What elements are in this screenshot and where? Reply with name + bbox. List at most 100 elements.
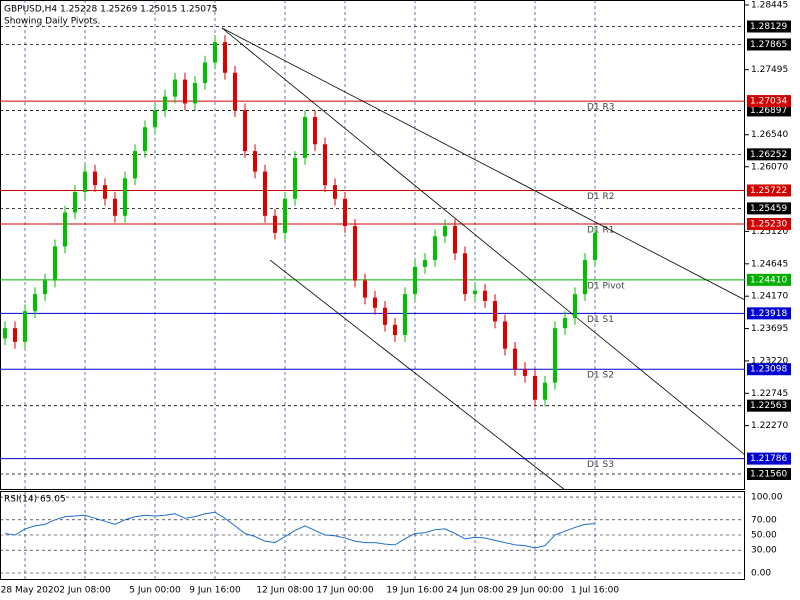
candle-body [183,79,187,104]
price-box-label: 1.26252 [750,150,787,160]
candle-body [353,226,357,281]
trend-line [221,27,745,456]
price-box [747,20,791,33]
candle-body [263,171,267,216]
candle-body [453,226,457,254]
pivot-name: D1 R1 [587,225,615,235]
x-tick-label: 17 Jun 00:00 [316,586,373,596]
chart-subtitle: Showing Daily Pivots. [4,17,100,27]
candle-body [583,260,587,295]
candle-body [473,290,477,295]
candle-body [573,294,577,318]
candle-body [43,280,47,295]
candle-body [63,212,67,247]
candle-body [13,328,17,342]
candle-body [133,151,137,179]
candle-body [273,215,277,233]
candle-body [443,226,447,237]
candle-body [593,232,597,261]
price-box [747,363,791,376]
candle-body [293,157,297,199]
price-box [747,95,791,108]
pivot-name: D1 S1 [587,315,614,325]
candle-body [313,117,317,145]
y-tick-label: 1.23220 [751,356,788,366]
price-plot: D1 R3 D1 R2 D1 R1 D1 Pivot D1 S1 D1 S2 D1 S3 [0,0,745,490]
x-tick-label: 1 Jul 16:00 [571,586,620,596]
candle-body [253,151,257,172]
candle-body [223,42,227,73]
candle-body [553,328,557,383]
candle-body [143,127,147,152]
candle-body [503,321,507,349]
x-tick-label: 28 May 2020 [1,586,60,596]
candle-body [93,171,97,186]
candle-body [73,191,77,213]
candle-body [343,198,347,227]
candle-body [483,290,487,301]
pivot-name: D1 R2 [587,192,615,202]
candle-body [323,144,327,186]
y-tick-label: 1.24645 [751,259,788,269]
price-box-label: 1.22563 [750,401,787,411]
candle-body [423,260,427,267]
price-box-label: 1.25722 [750,186,787,196]
candle-body [463,253,467,295]
price-box [747,452,791,465]
trend-line [269,259,566,490]
candle-body [193,82,197,104]
candle-body [563,317,567,329]
candle-body [383,307,387,325]
candle-body [543,382,547,400]
x-tick-label: 2 Jun 08:00 [59,586,111,596]
rsi-title: RSI(14) 65.05 [4,495,66,505]
y-tick-label: 1.28445 [751,0,788,10]
rsi-tick-label: 0.00 [751,569,771,579]
y-tick-label: 1.27495 [751,65,788,75]
candle-body [113,198,117,216]
candle-body [363,280,367,298]
price-box-label: 1.24410 [750,275,787,285]
candle-body [523,369,527,376]
price-frame [0,0,745,490]
pivot-name: D1 Pivot [587,281,625,291]
candle-body [493,300,497,322]
candle-body [173,79,177,97]
rsi-tick-label: 70.00 [751,515,777,525]
candle-body [23,311,27,342]
candle-body [533,375,537,400]
x-tick-label: 24 Jun 08:00 [446,586,503,596]
rsi-line [4,511,596,549]
candle-body [233,72,237,111]
y-tick-label: 1.22270 [751,421,788,431]
price-box [747,467,791,480]
price-box-label: 1.25459 [750,204,787,214]
candle-body [3,328,7,339]
price-box [747,399,791,412]
price-box-label: 1.23098 [750,365,787,375]
price-box [747,217,791,230]
candle-body [33,294,37,312]
price-box [747,184,791,197]
x-tick-label: 12 Jun 08:00 [256,586,313,596]
pivot-name: D1 S3 [587,460,614,470]
price-box [747,38,791,51]
candle-body [303,117,307,158]
candle-body [123,178,127,216]
pivot-name: D1 R3 [587,103,615,113]
candle-body [513,348,517,370]
price-box-label: 1.21560 [750,469,787,479]
rsi-tick-label: 100.00 [751,493,783,503]
price-box-label: 1.27034 [750,97,787,107]
price-box-label: 1.23918 [750,309,787,319]
x-tick-label: 19 Jun 16:00 [386,586,443,596]
price-box-label: 1.25230 [750,219,787,229]
candle-body [243,110,247,152]
price-box-label: 1.27865 [750,40,787,50]
price-box-label: 1.21786 [750,454,787,464]
price-box [747,148,791,161]
candle-body [283,198,287,233]
y-tick-label: 1.23695 [751,324,788,334]
candle-body [413,266,417,295]
price-box-label: 1.26897 [750,106,787,116]
